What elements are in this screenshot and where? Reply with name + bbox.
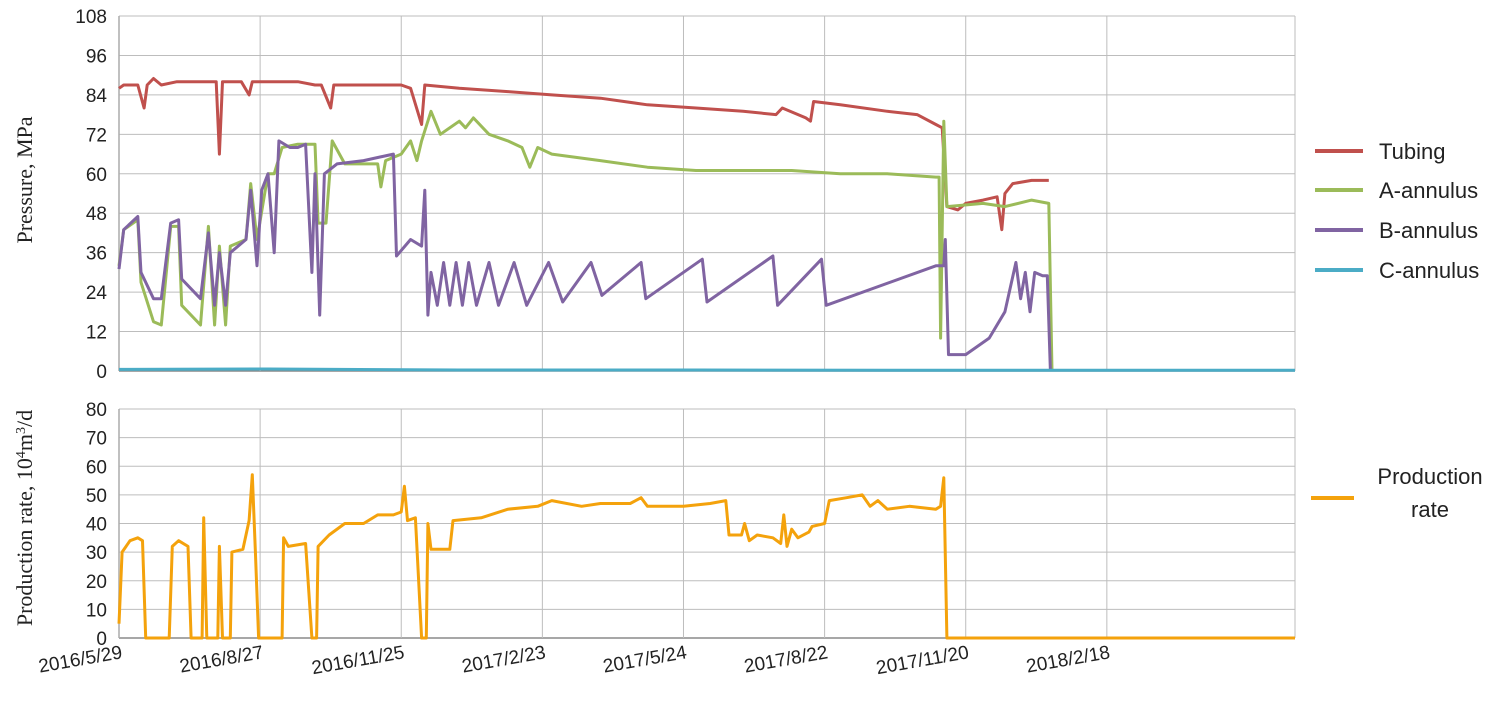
legend-label-production-rate: Production rate (1377, 464, 1482, 522)
production-legend: Production rate (1311, 464, 1483, 522)
production-y-tick-label: 80 (86, 400, 107, 421)
production-y-tick-label: 70 (86, 429, 107, 450)
production-gridlines (118, 408, 1296, 639)
pressure-series (117, 77, 1295, 372)
pressure-y-tick-label: 60 (86, 165, 107, 186)
production-y-tick-label: 10 (86, 600, 107, 621)
pressure-y-tick-label: 12 (86, 323, 107, 344)
legend-label-b-annulus: B-annulus (1379, 218, 1478, 243)
x-tick-label: 2017/11/20 (875, 642, 971, 679)
series-line-tubing (118, 77, 1049, 232)
pressure-y-ticks: 0 12 24 36 48 60 72 84 96 108 (75, 7, 107, 383)
pressure-y-tick-label: 96 (86, 46, 107, 67)
production-y-tick-label: 20 (86, 572, 107, 593)
pressure-legend: Tubing A-annulus B-annulus C-annulus (1315, 139, 1479, 283)
production-y-tick-label: 30 (86, 543, 107, 564)
pressure-y-tick-label: 48 (86, 204, 107, 225)
pressure-y-tick-label: 36 (86, 244, 107, 265)
pressure-y-tick-label: 24 (86, 283, 108, 304)
pressure-chart: 0 12 24 36 48 60 72 84 96 108 Pressure, MPa Tubin… (12, 7, 1479, 383)
pressure-y-axis-label: Pressure, MPa (12, 116, 37, 243)
legend-label-a-annulus: A-annulus (1379, 178, 1478, 203)
production-y-tick-label: 50 (86, 486, 107, 507)
x-tick-label: 2016/8/27 (178, 642, 265, 677)
series-line-production-rate (117, 473, 1295, 640)
production-y-ticks: 0 10 20 30 40 50 60 70 80 (86, 400, 107, 650)
pressure-gridlines (118, 15, 1296, 372)
date-x-ticks: 2016/5/29 2016/8/27 2016/11/25 2017/2/23 201… (37, 642, 1112, 679)
production-y-tick-label: 40 (86, 515, 107, 536)
x-tick-label: 2017/5/24 (601, 642, 688, 677)
pressure-y-tick-label: 108 (75, 7, 107, 28)
x-tick-label: 2016/11/25 (310, 642, 406, 679)
x-tick-label: 2018/2/18 (1025, 642, 1112, 677)
legend-label-tubing: Tubing (1379, 139, 1445, 164)
series-line-b-annulus (117, 139, 1052, 372)
production-y-tick-label: 60 (86, 457, 107, 478)
production-chart: 0 10 20 30 40 50 60 70 80 Production rate, 104m3… (12, 400, 1483, 650)
x-tick-label: 2016/5/29 (37, 642, 124, 677)
production-y-axis-label: Production rate, 104m3/d (12, 410, 37, 626)
pressure-y-tick-label: 72 (86, 125, 107, 146)
x-tick-label: 2017/2/23 (460, 642, 547, 677)
pressure-y-tick-label: 84 (86, 86, 108, 107)
production-y-tick-label: 0 (96, 629, 107, 650)
series-line-c-annulus (118, 367, 1295, 372)
production-series (117, 473, 1295, 640)
pressure-y-tick-label: 0 (96, 362, 107, 383)
legend-label-c-annulus: C-annulus (1379, 258, 1479, 283)
x-tick-label: 2017/8/22 (743, 642, 830, 677)
